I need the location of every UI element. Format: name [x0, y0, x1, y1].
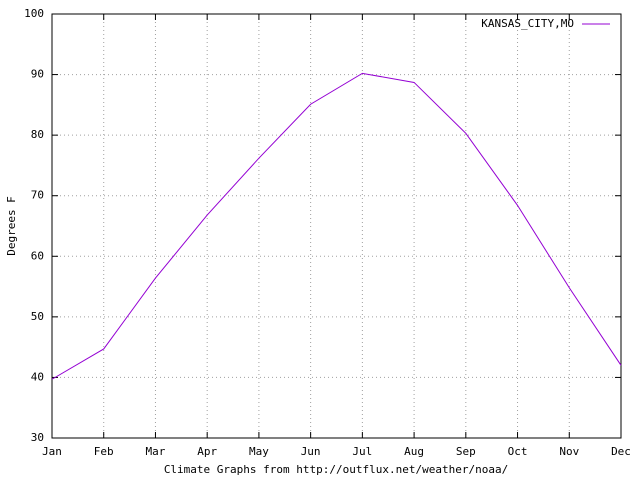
x-tick-label: Sep: [456, 445, 476, 458]
x-tick-label: Aug: [404, 445, 424, 458]
x-tick-label: Oct: [508, 445, 528, 458]
legend-label: KANSAS_CITY,MO: [481, 17, 574, 30]
x-tick-label: Jun: [301, 445, 321, 458]
y-tick-label: 70: [31, 189, 44, 202]
x-tick-label: Apr: [197, 445, 217, 458]
y-tick-label: 40: [31, 370, 44, 383]
y-tick-label: 90: [31, 68, 44, 81]
x-tick-label: Dec: [611, 445, 631, 458]
x-axis-label: Climate Graphs from http://outflux.net/w…: [164, 463, 508, 476]
y-tick-label: 50: [31, 310, 44, 323]
y-axis-label: Degrees F: [5, 196, 18, 256]
x-tick-label: Nov: [559, 445, 579, 458]
y-tick-label: 30: [31, 431, 44, 444]
x-tick-label: May: [249, 445, 269, 458]
y-tick-label: 60: [31, 249, 44, 262]
x-tick-label: Feb: [94, 445, 114, 458]
x-tick-label: Jan: [42, 445, 62, 458]
x-tick-label: Jul: [352, 445, 372, 458]
plot-border: [51, 13, 622, 439]
data-line: [51, 72, 622, 380]
y-tick-label: 100: [24, 7, 44, 20]
x-tick-label: Mar: [146, 445, 166, 458]
y-tick-label: 80: [31, 128, 44, 141]
